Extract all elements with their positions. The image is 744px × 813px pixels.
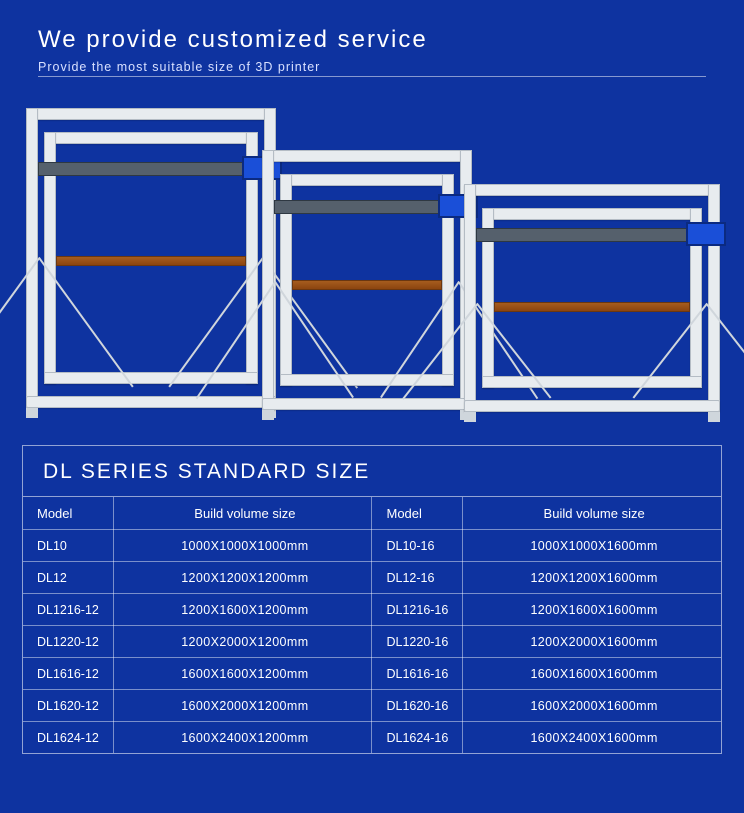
- size-table: DL SERIES STANDARD SIZE Model Build volu…: [22, 445, 722, 754]
- col-model-1: Model: [23, 497, 114, 530]
- cell-model: DL1616-16: [372, 658, 463, 690]
- cell-size: 1200X1600X1600mm: [463, 594, 721, 626]
- cell-size: 1000X1000X1600mm: [463, 530, 721, 562]
- page-subtitle: Provide the most suitable size of 3D pri…: [38, 60, 744, 74]
- header-underline: [38, 76, 706, 77]
- size-table-grid: Model Build volume size Model Build volu…: [23, 497, 721, 753]
- cell-size: 1200X1600X1200mm: [114, 594, 372, 626]
- cell-size: 1600X2000X1200mm: [114, 690, 372, 722]
- printer-large: [26, 108, 276, 408]
- cell-model: DL1624-16: [372, 722, 463, 754]
- cell-size: 1600X1600X1200mm: [114, 658, 372, 690]
- cell-model: DL12: [23, 562, 114, 594]
- cell-model: DL1624-12: [23, 722, 114, 754]
- cell-model: DL1220-12: [23, 626, 114, 658]
- col-size-1: Build volume size: [114, 497, 372, 530]
- col-model-2: Model: [372, 497, 463, 530]
- page-title: We provide customized service: [38, 26, 744, 54]
- cell-model: DL10: [23, 530, 114, 562]
- printer-image-area: [26, 98, 720, 428]
- cell-size: 1000X1000X1000mm: [114, 530, 372, 562]
- control-screen: [686, 222, 726, 246]
- cell-size: 1200X2000X1600mm: [463, 626, 721, 658]
- cell-model: DL1620-16: [372, 690, 463, 722]
- cell-model: DL10-16: [372, 530, 463, 562]
- gantry: [476, 228, 708, 242]
- table-title: DL SERIES STANDARD SIZE: [23, 446, 721, 497]
- printer-medium: [262, 150, 472, 410]
- cell-size: 1600X1600X1600mm: [463, 658, 721, 690]
- cell-size: 1200X1200X1200mm: [114, 562, 372, 594]
- cell-size: 1600X2400X1600mm: [463, 722, 721, 754]
- cell-model: DL1220-16: [372, 626, 463, 658]
- gantry: [274, 200, 460, 214]
- table-row: DL1624-121600X2400X1200mmDL1624-161600X2…: [23, 722, 721, 754]
- gantry: [38, 162, 264, 176]
- cell-size: 1600X2400X1200mm: [114, 722, 372, 754]
- cell-model: DL1616-12: [23, 658, 114, 690]
- print-bed: [494, 302, 690, 312]
- table-row: DL1216-121200X1600X1200mmDL1216-161200X1…: [23, 594, 721, 626]
- table-row: DL1220-121200X2000X1200mmDL1220-161200X2…: [23, 626, 721, 658]
- table-row: DL101000X1000X1000mmDL10-161000X1000X160…: [23, 530, 721, 562]
- cell-size: 1600X2000X1600mm: [463, 690, 721, 722]
- cell-size: 1200X1200X1600mm: [463, 562, 721, 594]
- print-bed: [292, 280, 442, 290]
- printer-small: [464, 184, 720, 412]
- cell-model: DL1216-12: [23, 594, 114, 626]
- print-bed: [56, 256, 246, 266]
- col-size-2: Build volume size: [463, 497, 721, 530]
- table-row: DL121200X1200X1200mmDL12-161200X1200X160…: [23, 562, 721, 594]
- cell-model: DL12-16: [372, 562, 463, 594]
- cell-model: DL1216-16: [372, 594, 463, 626]
- table-row: DL1620-121600X2000X1200mmDL1620-161600X2…: [23, 690, 721, 722]
- cell-model: DL1620-12: [23, 690, 114, 722]
- table-row: DL1616-121600X1600X1200mmDL1616-161600X1…: [23, 658, 721, 690]
- cell-size: 1200X2000X1200mm: [114, 626, 372, 658]
- header: We provide customized service Provide th…: [0, 0, 744, 74]
